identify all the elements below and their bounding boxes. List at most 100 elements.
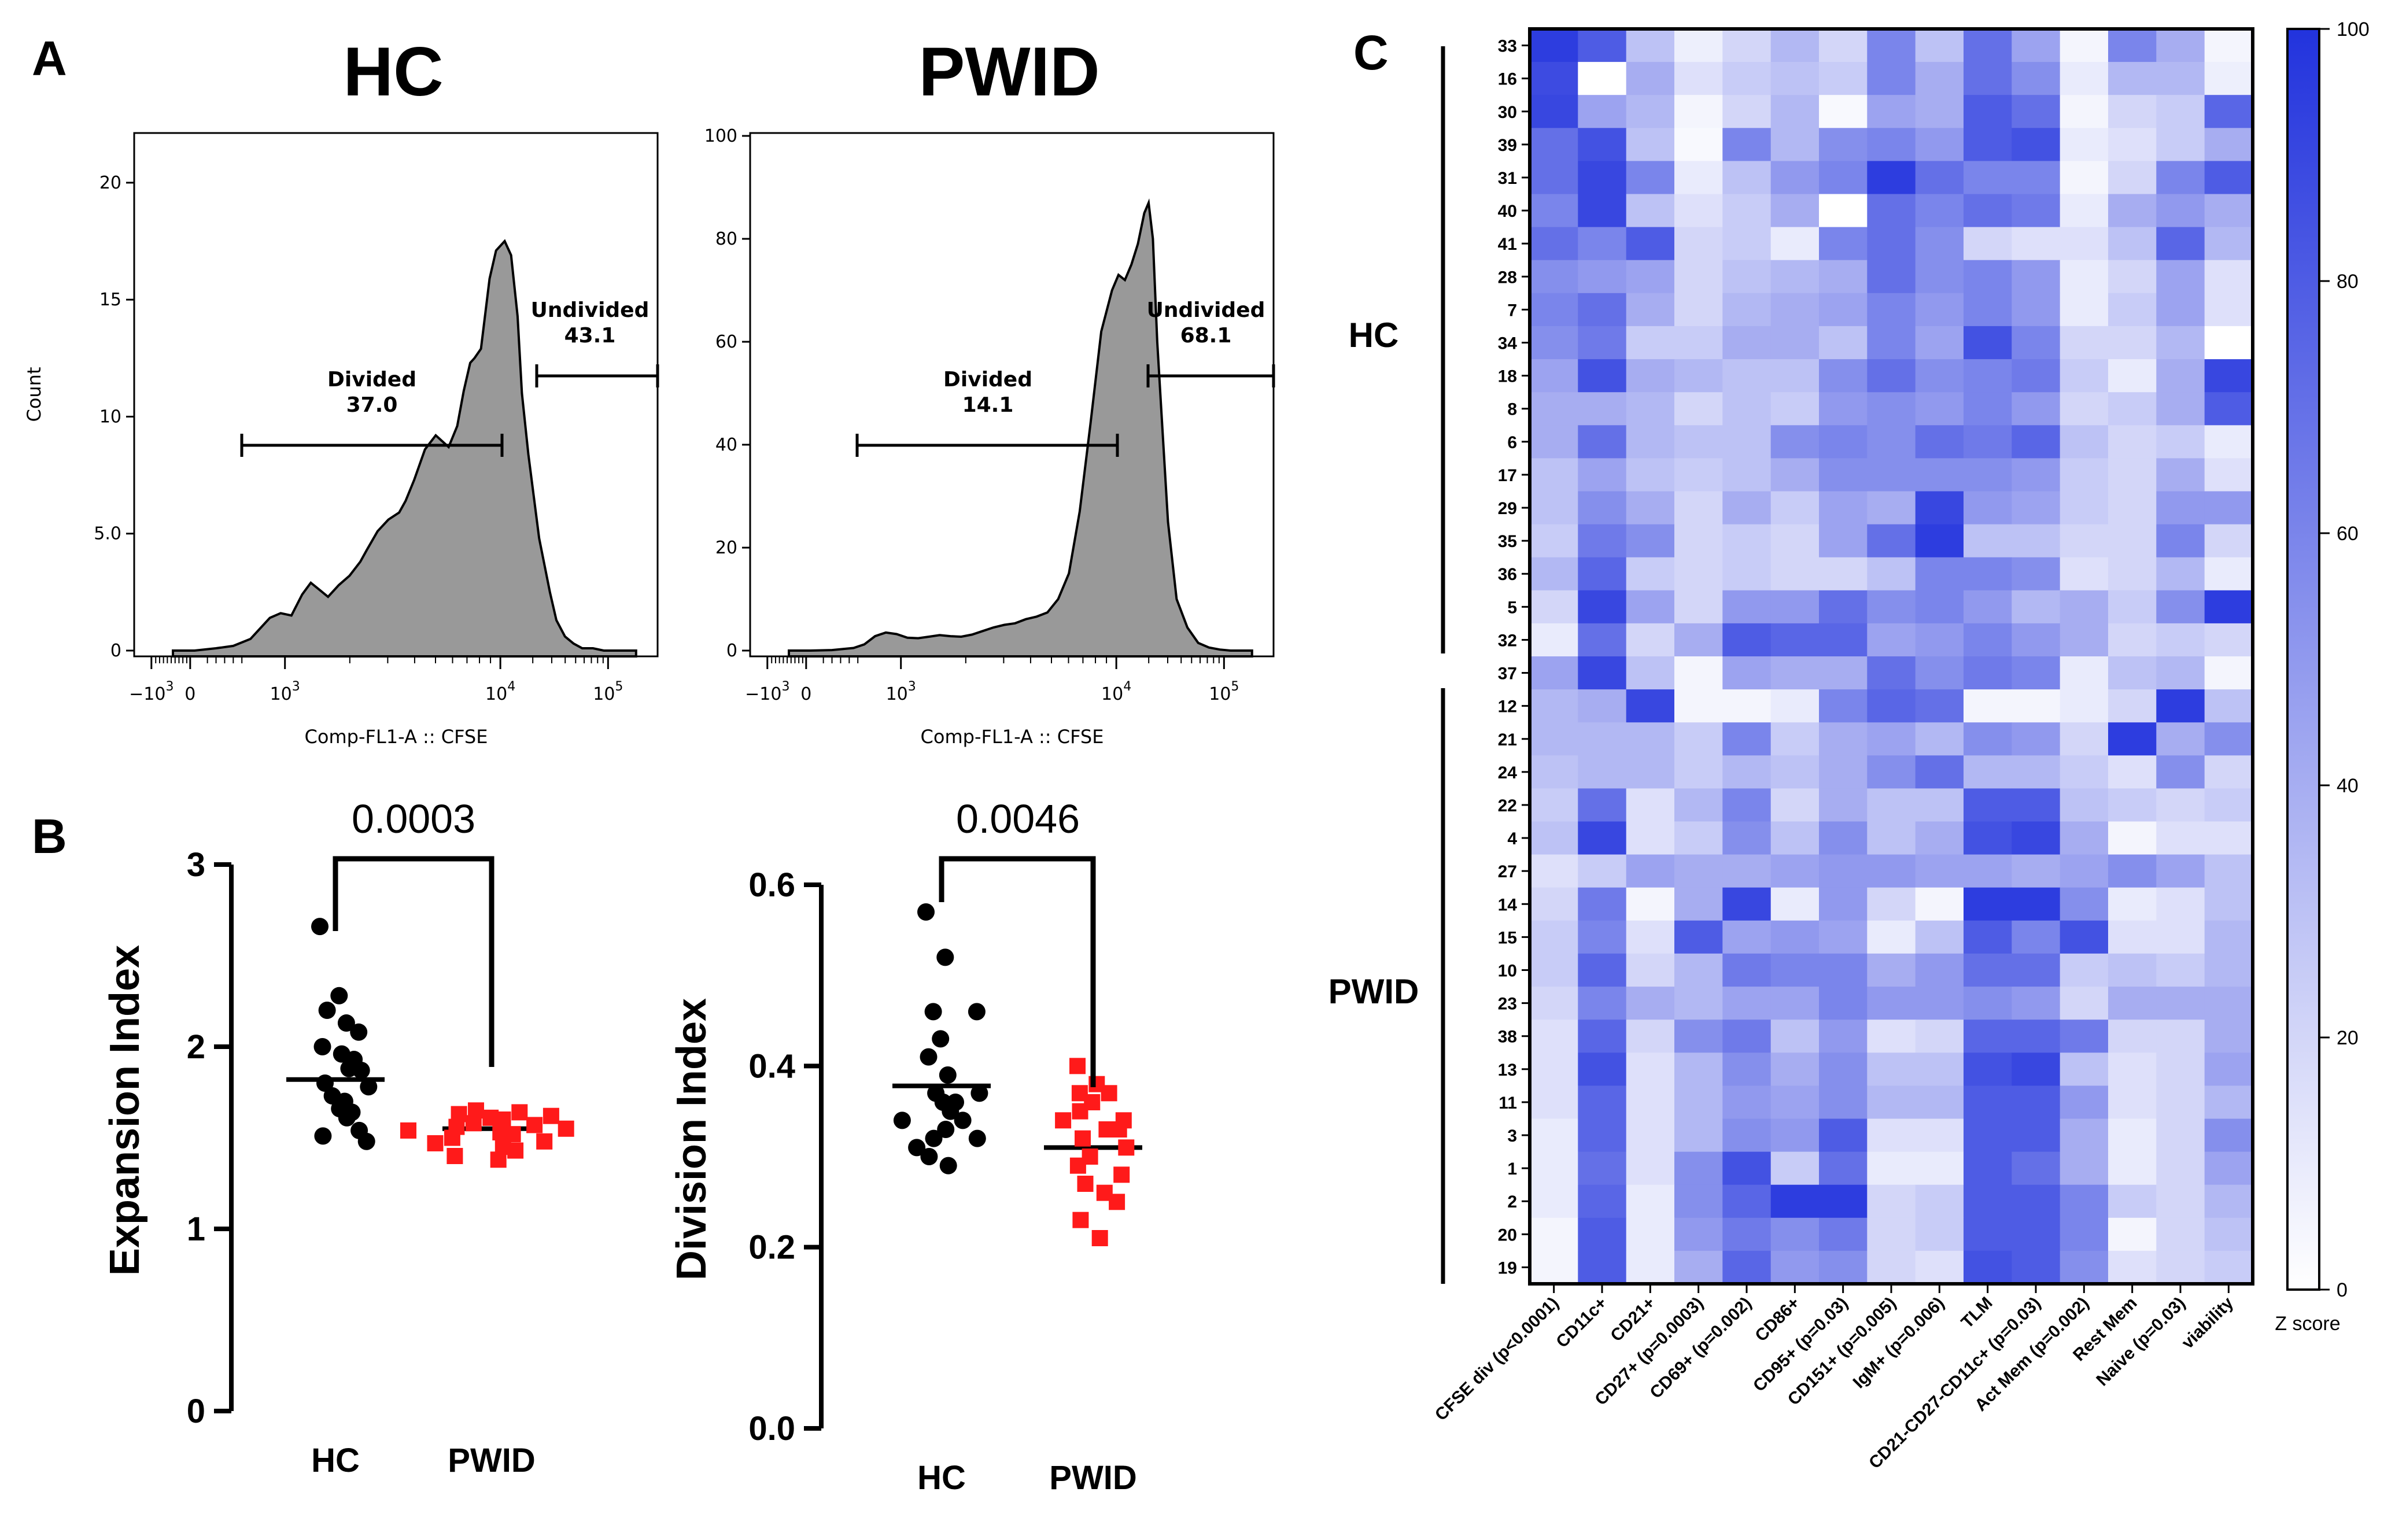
- heatmap-row-label: 22: [1498, 796, 1517, 815]
- heatmap-cell: [1674, 524, 1723, 558]
- heatmap-cell: [1722, 1052, 1772, 1086]
- heatmap-column-label: Naive (p=0.03): [2093, 1294, 2189, 1390]
- heatmap-cell: [1578, 359, 1627, 393]
- heatmap-cell: [1770, 821, 1820, 855]
- colorbar-label: Z score: [2275, 1313, 2340, 1335]
- heatmap-cell: [2204, 1184, 2253, 1218]
- heatmap-cell: [1867, 1085, 1916, 1120]
- colorbar-tick-label: 20: [2337, 1027, 2359, 1049]
- division-p-value: 0.0046: [956, 796, 1080, 841]
- heatmap-cell: [1578, 689, 1627, 723]
- heatmap-cell: [1626, 260, 1675, 294]
- heatmap-cell: [2156, 95, 2205, 128]
- heatmap-cell: [2060, 590, 2109, 624]
- heatmap-cell: [1578, 755, 1627, 789]
- heatmap-row-label: 29: [1498, 499, 1517, 518]
- heatmap-cell: [2156, 293, 2205, 327]
- data-point-pwid: [1109, 1194, 1125, 1210]
- heatmap-cell: [1578, 1217, 1627, 1251]
- heatmap-cell: [1674, 161, 1723, 195]
- heatmap-cell: [1770, 227, 1820, 261]
- heatmap-cell: [1915, 722, 1964, 756]
- x-tick-label: −103: [745, 679, 789, 704]
- heatmap-column-label: TLM: [1958, 1294, 1996, 1332]
- heatmap-cell: [1915, 392, 1964, 426]
- gate-divided-hc-value: 37.0: [346, 393, 398, 417]
- x-tick-label: 105: [593, 679, 623, 704]
- y-tick-label: 60: [715, 332, 737, 352]
- heatmap-cell: [1530, 590, 1578, 624]
- heatmap-cell: [1964, 987, 2012, 1020]
- heatmap-cell: [2012, 1184, 2061, 1218]
- heatmap-cell: [1530, 656, 1578, 690]
- data-point-hc: [920, 1148, 938, 1165]
- heatmap-cell: [1770, 854, 1820, 888]
- heatmap-row-label: 21: [1498, 730, 1517, 749]
- heatmap-cell: [2156, 821, 2205, 855]
- heatmap-cell: [2156, 557, 2205, 591]
- colorbar-tick-label: 80: [2337, 271, 2359, 293]
- heatmap-cell: [2204, 722, 2253, 756]
- heatmap-cell: [1964, 1118, 2012, 1153]
- histogram-pwid-title: PWID: [918, 33, 1099, 110]
- x-tick-label: 104: [1101, 679, 1131, 704]
- heatmap-cell: [1964, 491, 2012, 525]
- heatmap-cell: [1867, 326, 1916, 360]
- heatmap-cell: [1915, 987, 1964, 1020]
- heatmap-cell: [1770, 524, 1820, 558]
- heatmap-cell: [2156, 1085, 2205, 1120]
- data-point-hc: [350, 1023, 368, 1041]
- heatmap-cell: [1674, 194, 1723, 228]
- heatmap-cell: [1867, 128, 1916, 161]
- heatmap-cell: [2060, 689, 2109, 723]
- heatmap-cell: [1626, 1085, 1675, 1120]
- heatmap-cell: [1915, 920, 1964, 954]
- heatmap-cell: [1819, 920, 1868, 954]
- heatmap-cell: [1626, 920, 1675, 954]
- heatmap-cell: [2108, 194, 2157, 228]
- heatmap-cell: [2204, 260, 2253, 294]
- heatmap-cell: [1626, 788, 1675, 822]
- heatmap-cell: [1964, 590, 2012, 624]
- group-label-hc: HC: [1349, 316, 1399, 354]
- heatmap-cell: [2156, 359, 2205, 393]
- heatmap-cell: [1578, 590, 1627, 624]
- heatmap-cell: [1530, 62, 1578, 95]
- heatmap-cell: [1578, 95, 1627, 128]
- heatmap-cell: [1530, 491, 1578, 525]
- heatmap-cell: [2204, 1118, 2253, 1153]
- heatmap-cell: [1674, 227, 1723, 261]
- heatmap-row-label: 19: [1498, 1258, 1517, 1277]
- gate-divided-pwid: Divided 14.1: [855, 368, 1119, 457]
- heatmap-row-label: 28: [1498, 268, 1517, 287]
- heatmap-row-label: 6: [1507, 433, 1517, 452]
- heatmap-cell: [1530, 227, 1578, 261]
- data-point-hc: [936, 948, 954, 966]
- heatmap-cell: [1915, 326, 1964, 360]
- data-point-pwid: [1069, 1058, 1086, 1074]
- category-label-hc: HC: [311, 1442, 360, 1479]
- heatmap-cell: [2060, 1118, 2109, 1153]
- data-point-pwid: [536, 1133, 553, 1150]
- heatmap-cell: [1819, 227, 1868, 261]
- heatmap-cell: [1867, 194, 1916, 228]
- y-tick-label: 1: [187, 1210, 205, 1248]
- data-point-pwid: [446, 1148, 463, 1164]
- heatmap-cell: [1867, 920, 1916, 954]
- heatmap-cell: [1578, 1085, 1627, 1120]
- data-point-hc: [352, 1061, 370, 1079]
- heatmap-cell: [1819, 1052, 1868, 1086]
- heatmap-cell: [1819, 1118, 1868, 1153]
- heatmap-cell: [1867, 788, 1916, 822]
- heatmap-cell: [1964, 29, 2012, 62]
- heatmap-cell: [1626, 689, 1675, 723]
- heatmap-row-label: 16: [1498, 70, 1517, 89]
- heatmap-cell: [1626, 458, 1675, 492]
- heatmap-cell: [2156, 491, 2205, 525]
- heatmap-cell: [2156, 656, 2205, 690]
- heatmap-cell: [2204, 194, 2253, 228]
- heatmap-cell: [1626, 491, 1675, 525]
- heatmap-cell: [1722, 128, 1772, 161]
- heatmap-cell: [1530, 623, 1578, 657]
- data-point-hc: [311, 918, 329, 936]
